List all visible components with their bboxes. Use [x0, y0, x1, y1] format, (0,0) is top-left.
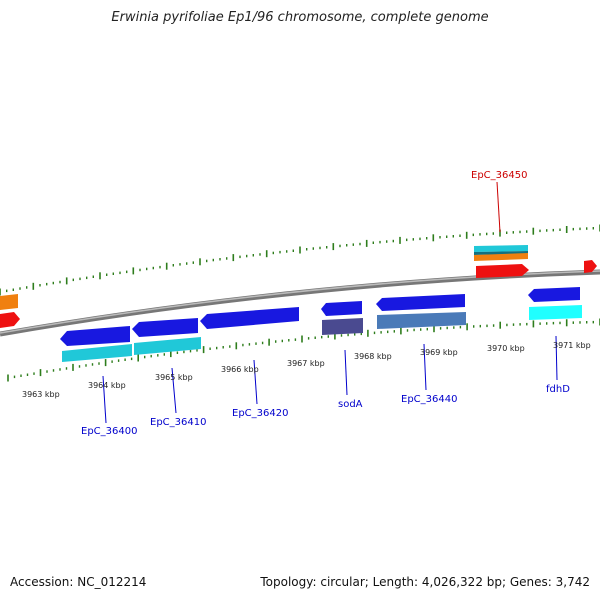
gene-arrow-orange-upper[interactable] — [474, 253, 528, 261]
gene-label-fdhD[interactable]: fdhD — [546, 384, 570, 395]
gene-label-EpC_36400[interactable]: EpC_36400 — [81, 426, 137, 437]
gene-arrow-red-right[interactable] — [584, 260, 597, 273]
gene-arrow-fdhD[interactable] — [528, 287, 580, 302]
map-title: Erwinia pyrifoliae Ep1/96 chromosome, co… — [111, 10, 489, 25]
gene-arrow-red-upper[interactable] — [476, 264, 529, 278]
scale-label: 3966 kbp — [221, 365, 259, 374]
scale-label: 3963 kbp — [22, 390, 60, 399]
gene-label-sodA[interactable]: sodA — [338, 399, 363, 410]
gene-arrow-red-left[interactable] — [0, 312, 20, 328]
gene-label-EpC_36420[interactable]: EpC_36420 — [232, 408, 288, 419]
gene-arrow-EpC_36410[interactable] — [132, 318, 198, 337]
scale-label: 3971 kbp — [553, 341, 591, 350]
gene-label-EpC_36440[interactable]: EpC_36440 — [401, 394, 457, 405]
chromosome-backbone-highlight — [0, 270, 600, 334]
scale-label: 3965 kbp — [155, 373, 193, 382]
gene-arrow-fdhD-product[interactable] — [529, 305, 582, 320]
genome-summary-text: Topology: circular; Length: 4,026,322 bp… — [260, 575, 590, 589]
chromosome-backbone — [0, 269, 600, 337]
gene-arrow-EpC_36400[interactable] — [60, 326, 130, 346]
accession-text: Accession: NC_012214 — [10, 575, 147, 589]
scale-label: 3964 kbp — [88, 381, 126, 390]
gene-label-EpC_36410[interactable]: EpC_36410 — [150, 417, 206, 428]
gene-arrow-orange-left[interactable] — [0, 294, 18, 310]
scale-label: 3968 kbp — [354, 352, 392, 361]
gene-arrow-EpC_36440[interactable] — [376, 294, 465, 311]
gene-labels: EpC_36400 EpC_36410 EpC_36420 sodA EpC_3… — [81, 170, 570, 437]
gene-arrow-sodA[interactable] — [321, 301, 362, 316]
gene-label-EpC_36450[interactable]: EpC_36450 — [471, 170, 527, 181]
gene-arrow-EpC_36440-product[interactable] — [377, 312, 466, 329]
scale-label: 3969 kbp — [420, 348, 458, 357]
gene-arrow-cyan-1[interactable] — [62, 344, 132, 362]
gene-arrow-EpC_36420[interactable] — [200, 307, 299, 329]
scale-labels: 3963 kbp 3964 kbp 3965 kbp 3966 kbp 3967… — [22, 341, 591, 399]
gene-arrow-sodA-product[interactable] — [322, 318, 363, 335]
leader-line-EpC_36450 — [496, 181, 501, 233]
outer-tick-track — [0, 224, 600, 296]
leader-lines — [102, 335, 558, 424]
scale-label: 3970 kbp — [487, 344, 525, 353]
gene-arrow-cyan-2[interactable] — [134, 337, 201, 355]
scale-label: 3967 kbp — [287, 359, 325, 368]
gene-arrow-cyan-upper[interactable] — [474, 245, 528, 252]
